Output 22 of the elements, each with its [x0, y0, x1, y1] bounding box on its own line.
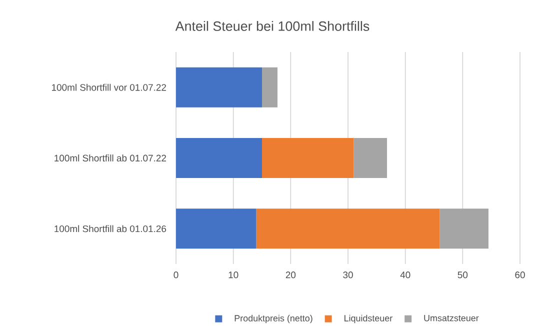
legend-label: Umsatzsteuer: [424, 314, 479, 322]
bar: [176, 67, 262, 108]
x-tick-label: 20: [286, 272, 296, 278]
x-tick-label: 50: [458, 272, 468, 278]
bar: [354, 138, 387, 178]
y-tick-label: 100ml Shortfill ab 01.01.26: [54, 225, 166, 232]
x-tick-label: 30: [343, 272, 353, 278]
bar: [176, 138, 262, 178]
x-tick-label: 60: [515, 272, 525, 278]
bar: [256, 208, 440, 249]
bar: [176, 208, 256, 249]
bar: [262, 67, 278, 108]
x-tick-label: 40: [400, 272, 410, 278]
legend-label: Produktpreis (netto): [234, 314, 312, 324]
x-tick-label: 10: [228, 272, 238, 278]
bar: [262, 138, 354, 178]
y-tick-label: 100ml Shortfill ab 01.07.22: [54, 154, 166, 162]
y-tick-label: 100ml Shortfill vor 01.07.22: [52, 84, 166, 91]
x-tick-label: 0: [174, 272, 178, 278]
legend-label: Liquidsteuer: [344, 314, 392, 324]
bar: [440, 208, 488, 249]
chart-title: Anteil Steuer bei 100ml Shortfills: [175, 21, 370, 31]
